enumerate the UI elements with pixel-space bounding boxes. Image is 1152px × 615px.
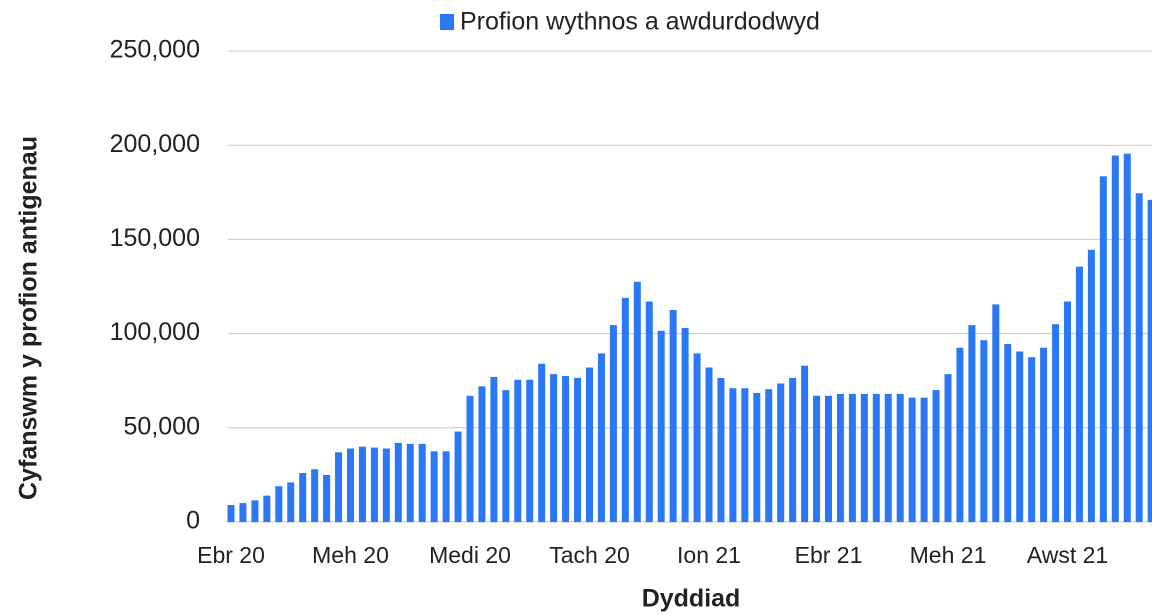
bar — [1028, 357, 1036, 522]
bar — [1064, 301, 1071, 522]
x-tick-label: Ebr 20 — [197, 542, 265, 568]
bar — [896, 393, 904, 522]
bar — [705, 367, 713, 522]
y-tick-label: 50,000 — [124, 412, 200, 440]
bar — [311, 469, 319, 522]
bar — [944, 374, 952, 522]
bar — [741, 388, 749, 522]
bar — [729, 388, 737, 522]
bar — [454, 431, 462, 522]
bar — [908, 397, 916, 522]
legend-swatch — [440, 14, 454, 30]
bar — [980, 340, 988, 522]
bar — [597, 353, 605, 522]
bar — [813, 395, 821, 522]
bar — [514, 379, 522, 522]
bar — [992, 304, 1000, 522]
bar — [370, 447, 378, 522]
y-tick-label: 250,000 — [110, 36, 200, 64]
bar — [406, 443, 414, 522]
x-tick-label: Medi 20 — [429, 542, 511, 568]
bar — [1087, 249, 1095, 522]
bar — [825, 395, 832, 522]
bar — [478, 386, 486, 522]
bar — [275, 486, 283, 522]
bar — [287, 482, 295, 522]
y-tick-label: 100,000 — [110, 318, 200, 346]
bar — [323, 474, 331, 522]
y-tick-label: 200,000 — [110, 130, 200, 158]
bar — [251, 500, 259, 522]
bar — [442, 451, 450, 522]
x-tick-label: Ion 21 — [677, 542, 741, 568]
bar — [884, 393, 892, 522]
bar — [358, 446, 366, 522]
y-axis-title: Cyfanswm y profion antigenau — [15, 136, 43, 500]
bar — [848, 393, 856, 522]
bar — [693, 353, 701, 522]
bar — [263, 495, 271, 522]
bar — [1040, 347, 1048, 522]
bar — [394, 442, 402, 522]
bar — [1075, 266, 1083, 522]
bar — [227, 505, 235, 522]
bar — [466, 395, 474, 522]
bar — [789, 377, 797, 522]
bar — [801, 365, 809, 522]
bar — [418, 443, 426, 522]
x-tick-label: Awst 21 — [1027, 542, 1108, 568]
bar — [1004, 343, 1012, 522]
bar — [932, 390, 940, 522]
bar — [872, 393, 880, 522]
bar — [777, 383, 785, 522]
bar — [633, 281, 641, 522]
bar — [657, 330, 665, 522]
bar — [968, 325, 976, 522]
bar — [717, 377, 725, 522]
bar — [574, 377, 582, 522]
bar — [1123, 153, 1131, 523]
bar — [645, 301, 653, 522]
bar — [669, 310, 677, 522]
bar — [621, 297, 629, 522]
bar — [765, 389, 773, 522]
bar — [1147, 199, 1152, 522]
bar — [1111, 155, 1119, 522]
y-tick-label: 0 — [186, 507, 200, 535]
bar — [1099, 176, 1107, 522]
y-tick-label: 150,000 — [110, 224, 200, 252]
bar — [430, 451, 438, 522]
bar — [562, 375, 570, 522]
bar — [299, 473, 307, 522]
bar — [538, 363, 546, 522]
bar — [1135, 193, 1143, 522]
bar — [1052, 324, 1060, 522]
bar — [586, 367, 593, 522]
bar — [550, 374, 558, 522]
bar — [860, 393, 868, 522]
bar — [681, 327, 689, 522]
bar — [753, 392, 761, 522]
legend-label: Profion wythnos a awdurdodwyd — [460, 8, 820, 36]
bar — [920, 397, 928, 522]
bar — [382, 448, 390, 522]
bar — [335, 452, 343, 522]
bar — [609, 325, 617, 522]
bar — [502, 390, 510, 522]
x-tick-label: Tach 20 — [549, 542, 630, 568]
bar — [490, 376, 498, 522]
bar — [347, 448, 354, 522]
x-axis-title: Dyddiad — [642, 585, 741, 613]
x-tick-label: Meh 21 — [910, 542, 987, 568]
x-tick-label: Meh 20 — [312, 542, 389, 568]
bar — [526, 379, 534, 522]
bar — [1016, 351, 1024, 522]
x-tick-label: Ebr 21 — [795, 542, 863, 568]
bar — [836, 393, 844, 522]
bar — [239, 503, 247, 522]
bar — [956, 347, 964, 522]
